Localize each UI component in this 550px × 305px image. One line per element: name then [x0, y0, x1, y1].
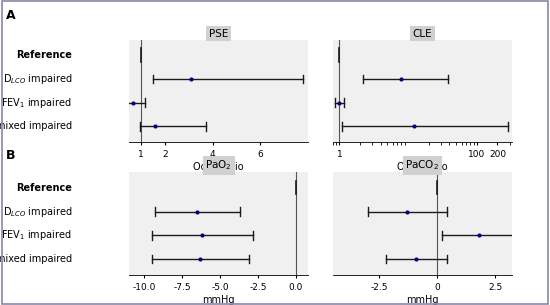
Text: B: B [6, 149, 15, 163]
Text: mixed impaired: mixed impaired [0, 254, 72, 264]
X-axis label: mmHg: mmHg [406, 295, 438, 305]
Title: PaCO$_2$: PaCO$_2$ [405, 159, 439, 172]
X-axis label: Odds ratio: Odds ratio [193, 162, 244, 172]
Title: PaO$_2$: PaO$_2$ [205, 159, 232, 172]
Text: D$_{LCO}$ impaired: D$_{LCO}$ impaired [3, 205, 72, 218]
Text: mixed impaired: mixed impaired [0, 121, 72, 131]
Text: Reference: Reference [16, 50, 72, 60]
Text: D$_{LCO}$ impaired: D$_{LCO}$ impaired [3, 72, 72, 86]
Title: PSE: PSE [209, 29, 228, 39]
Text: FEV$_1$ impaired: FEV$_1$ impaired [2, 228, 72, 242]
Text: A: A [6, 9, 15, 22]
X-axis label: mmHg: mmHg [202, 295, 235, 305]
Title: CLE: CLE [412, 29, 432, 39]
Text: Reference: Reference [16, 183, 72, 193]
Text: FEV$_1$ impaired: FEV$_1$ impaired [2, 96, 72, 109]
X-axis label: Odds ratio: Odds ratio [397, 162, 448, 172]
